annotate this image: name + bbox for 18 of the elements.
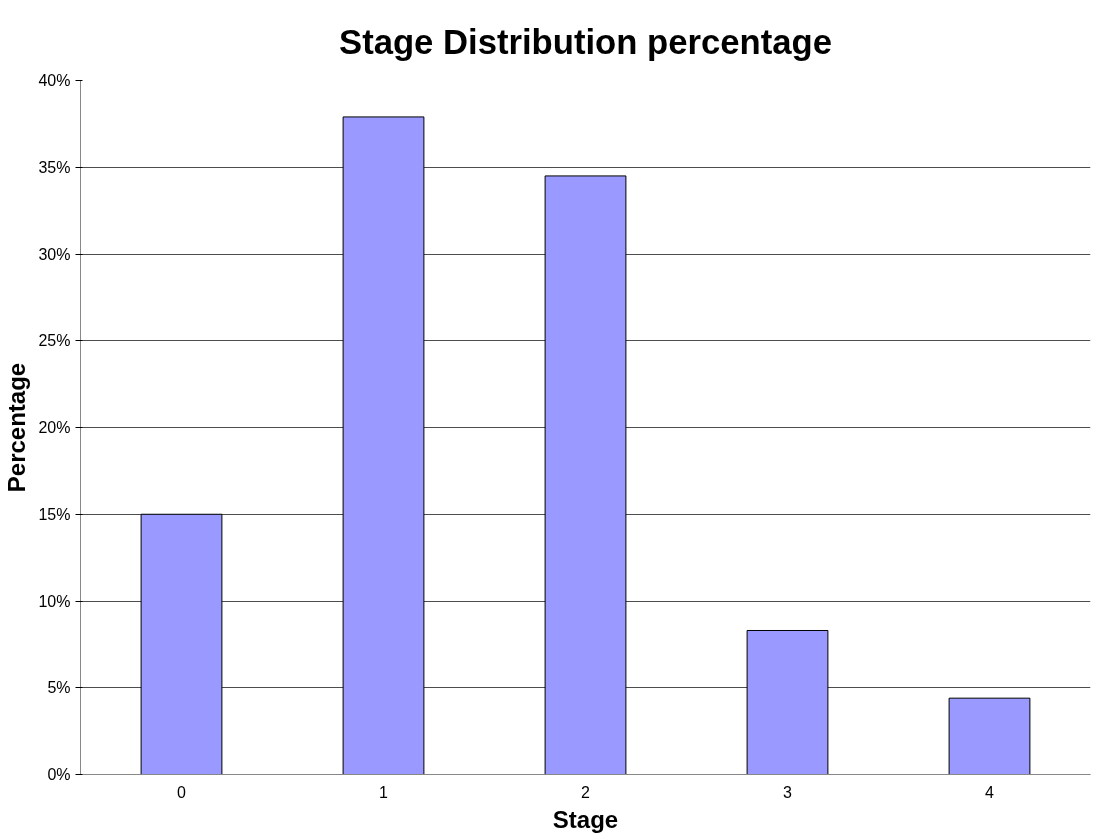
x-tick-label: 2 [581, 783, 591, 801]
x-tick-label: 4 [985, 783, 995, 801]
y-tick-label: 20% [38, 419, 71, 436]
y-tick-label: 30% [38, 245, 71, 263]
y-tick-label: 25% [38, 332, 71, 350]
y-tick-label: 35% [38, 158, 71, 176]
x-tick-label: 1 [379, 783, 389, 801]
y-axis-title: Percentage [3, 362, 31, 493]
y-tick-label: 5% [47, 679, 71, 697]
y-tick-label: 10% [38, 592, 71, 610]
y-tick-label: 15% [38, 505, 71, 523]
y-tick-label: 40% [38, 72, 71, 89]
x-tick-label: 3 [783, 783, 793, 801]
bar [948, 697, 1031, 775]
y-tick-label: 0% [47, 766, 71, 783]
x-axis-title: Stage [552, 805, 619, 833]
chart-title: Stage Distribution percentage [339, 22, 832, 61]
x-tick-label: 0 [177, 783, 187, 801]
